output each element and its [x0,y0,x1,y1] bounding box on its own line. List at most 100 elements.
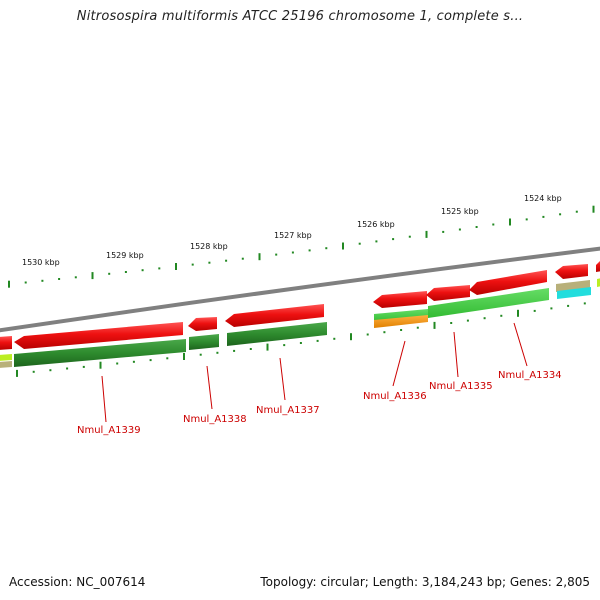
major-tick [8,280,10,288]
leader-line [453,331,459,378]
minor-tick [291,251,294,254]
minor-tick [132,360,135,363]
minor-tick [366,333,369,336]
gene-label[interactable]: Nmul_A1336 [363,391,427,402]
major-tick [425,230,428,238]
forward-cds[interactable] [0,336,12,350]
minor-tick [408,235,411,238]
minor-tick [275,253,278,256]
major-tick [517,309,519,317]
major-tick [91,272,94,280]
forward-cds[interactable] [14,322,183,349]
leader-line [206,365,213,410]
minor-tick [567,304,570,307]
gene-label[interactable]: Nmul_A1337 [256,405,320,416]
minor-tick [41,279,44,282]
minor-tick [124,271,127,273]
minor-tick [525,218,528,221]
minor-tick [49,369,52,372]
forward-cds[interactable] [426,285,470,301]
minor-tick [299,342,302,344]
minor-tick [333,337,336,340]
reverse-cds[interactable] [14,339,186,367]
minor-tick [325,247,328,250]
minor-tick [74,276,77,279]
minor-tick [316,339,319,342]
reverse-cds[interactable] [189,334,219,350]
scale-labels: 1530 kbp 1529 kbp 1528 kbp 1527 kbp 1526… [22,194,562,267]
minor-tick [166,357,169,360]
gene-label[interactable]: Nmul_A1335 [429,381,493,392]
forward-strand-genes [0,259,600,350]
map-title: Nitrosospira multiformis ATCC 25196 chro… [76,9,524,24]
forward-cds[interactable] [555,264,588,279]
minor-tick [141,269,144,272]
leader-line [279,357,286,401]
reverse-cds[interactable] [374,315,428,328]
major-tick [433,321,436,329]
minor-tick [533,309,536,312]
major-tick [342,242,344,250]
minor-tick [66,367,69,370]
minor-tick [208,261,211,264]
minor-tick [32,370,35,373]
minor-tick [233,349,236,352]
minor-tick [442,230,445,233]
reverse-cds[interactable] [0,361,12,368]
reverse-cds[interactable] [0,354,12,361]
forward-cds[interactable] [469,270,547,295]
scale-label: 1529 kbp [106,251,144,260]
minor-tick [450,322,453,324]
reverse-strand-genes [0,278,600,368]
reverse-cds[interactable] [557,287,591,299]
minor-tick [249,348,252,350]
scale-ticks [8,205,595,377]
major-tick [99,361,102,369]
minor-tick [542,215,545,218]
leader-line [513,322,528,367]
scale-label: 1526 kbp [357,220,395,229]
minor-tick [58,278,61,280]
minor-tick [392,238,395,241]
minor-tick [283,344,286,347]
forward-cds[interactable] [188,317,217,331]
gene-label[interactable]: Nmul_A1339 [77,425,141,436]
reverse-cds[interactable] [428,288,549,318]
minor-tick [308,249,311,252]
forward-cds[interactable] [596,259,600,272]
minor-tick [116,362,119,365]
reverse-cds[interactable] [597,278,600,287]
minor-tick [550,307,553,310]
minor-tick [191,263,194,266]
minor-tick [149,359,152,362]
minor-tick [158,267,161,270]
major-tick [592,205,595,213]
minor-tick [383,331,386,334]
scale-label: 1527 kbp [274,231,312,240]
leader-line [392,340,406,387]
minor-tick [492,223,495,226]
reverse-cds[interactable] [227,322,327,346]
minor-tick [475,226,478,228]
minor-tick [575,210,578,213]
major-tick [183,353,185,360]
forward-cds[interactable] [225,304,324,327]
minor-tick [24,281,27,284]
minor-tick [241,257,244,260]
major-tick [509,218,511,226]
minor-tick [583,302,586,305]
forward-cds[interactable] [373,291,427,308]
minor-tick [225,259,228,262]
minor-tick [199,353,202,356]
gene-label[interactable]: Nmul_A1338 [183,414,247,425]
major-tick [266,343,269,351]
major-tick [16,369,18,377]
minor-tick [416,326,419,329]
gene-label[interactable]: Nmul_A1334 [498,370,562,381]
chromosome-backbone [0,246,600,333]
leader-line [101,375,107,423]
scale-label: 1524 kbp [524,194,562,203]
gene-leader-lines [101,322,528,423]
scale-label: 1530 kbp [22,258,60,267]
